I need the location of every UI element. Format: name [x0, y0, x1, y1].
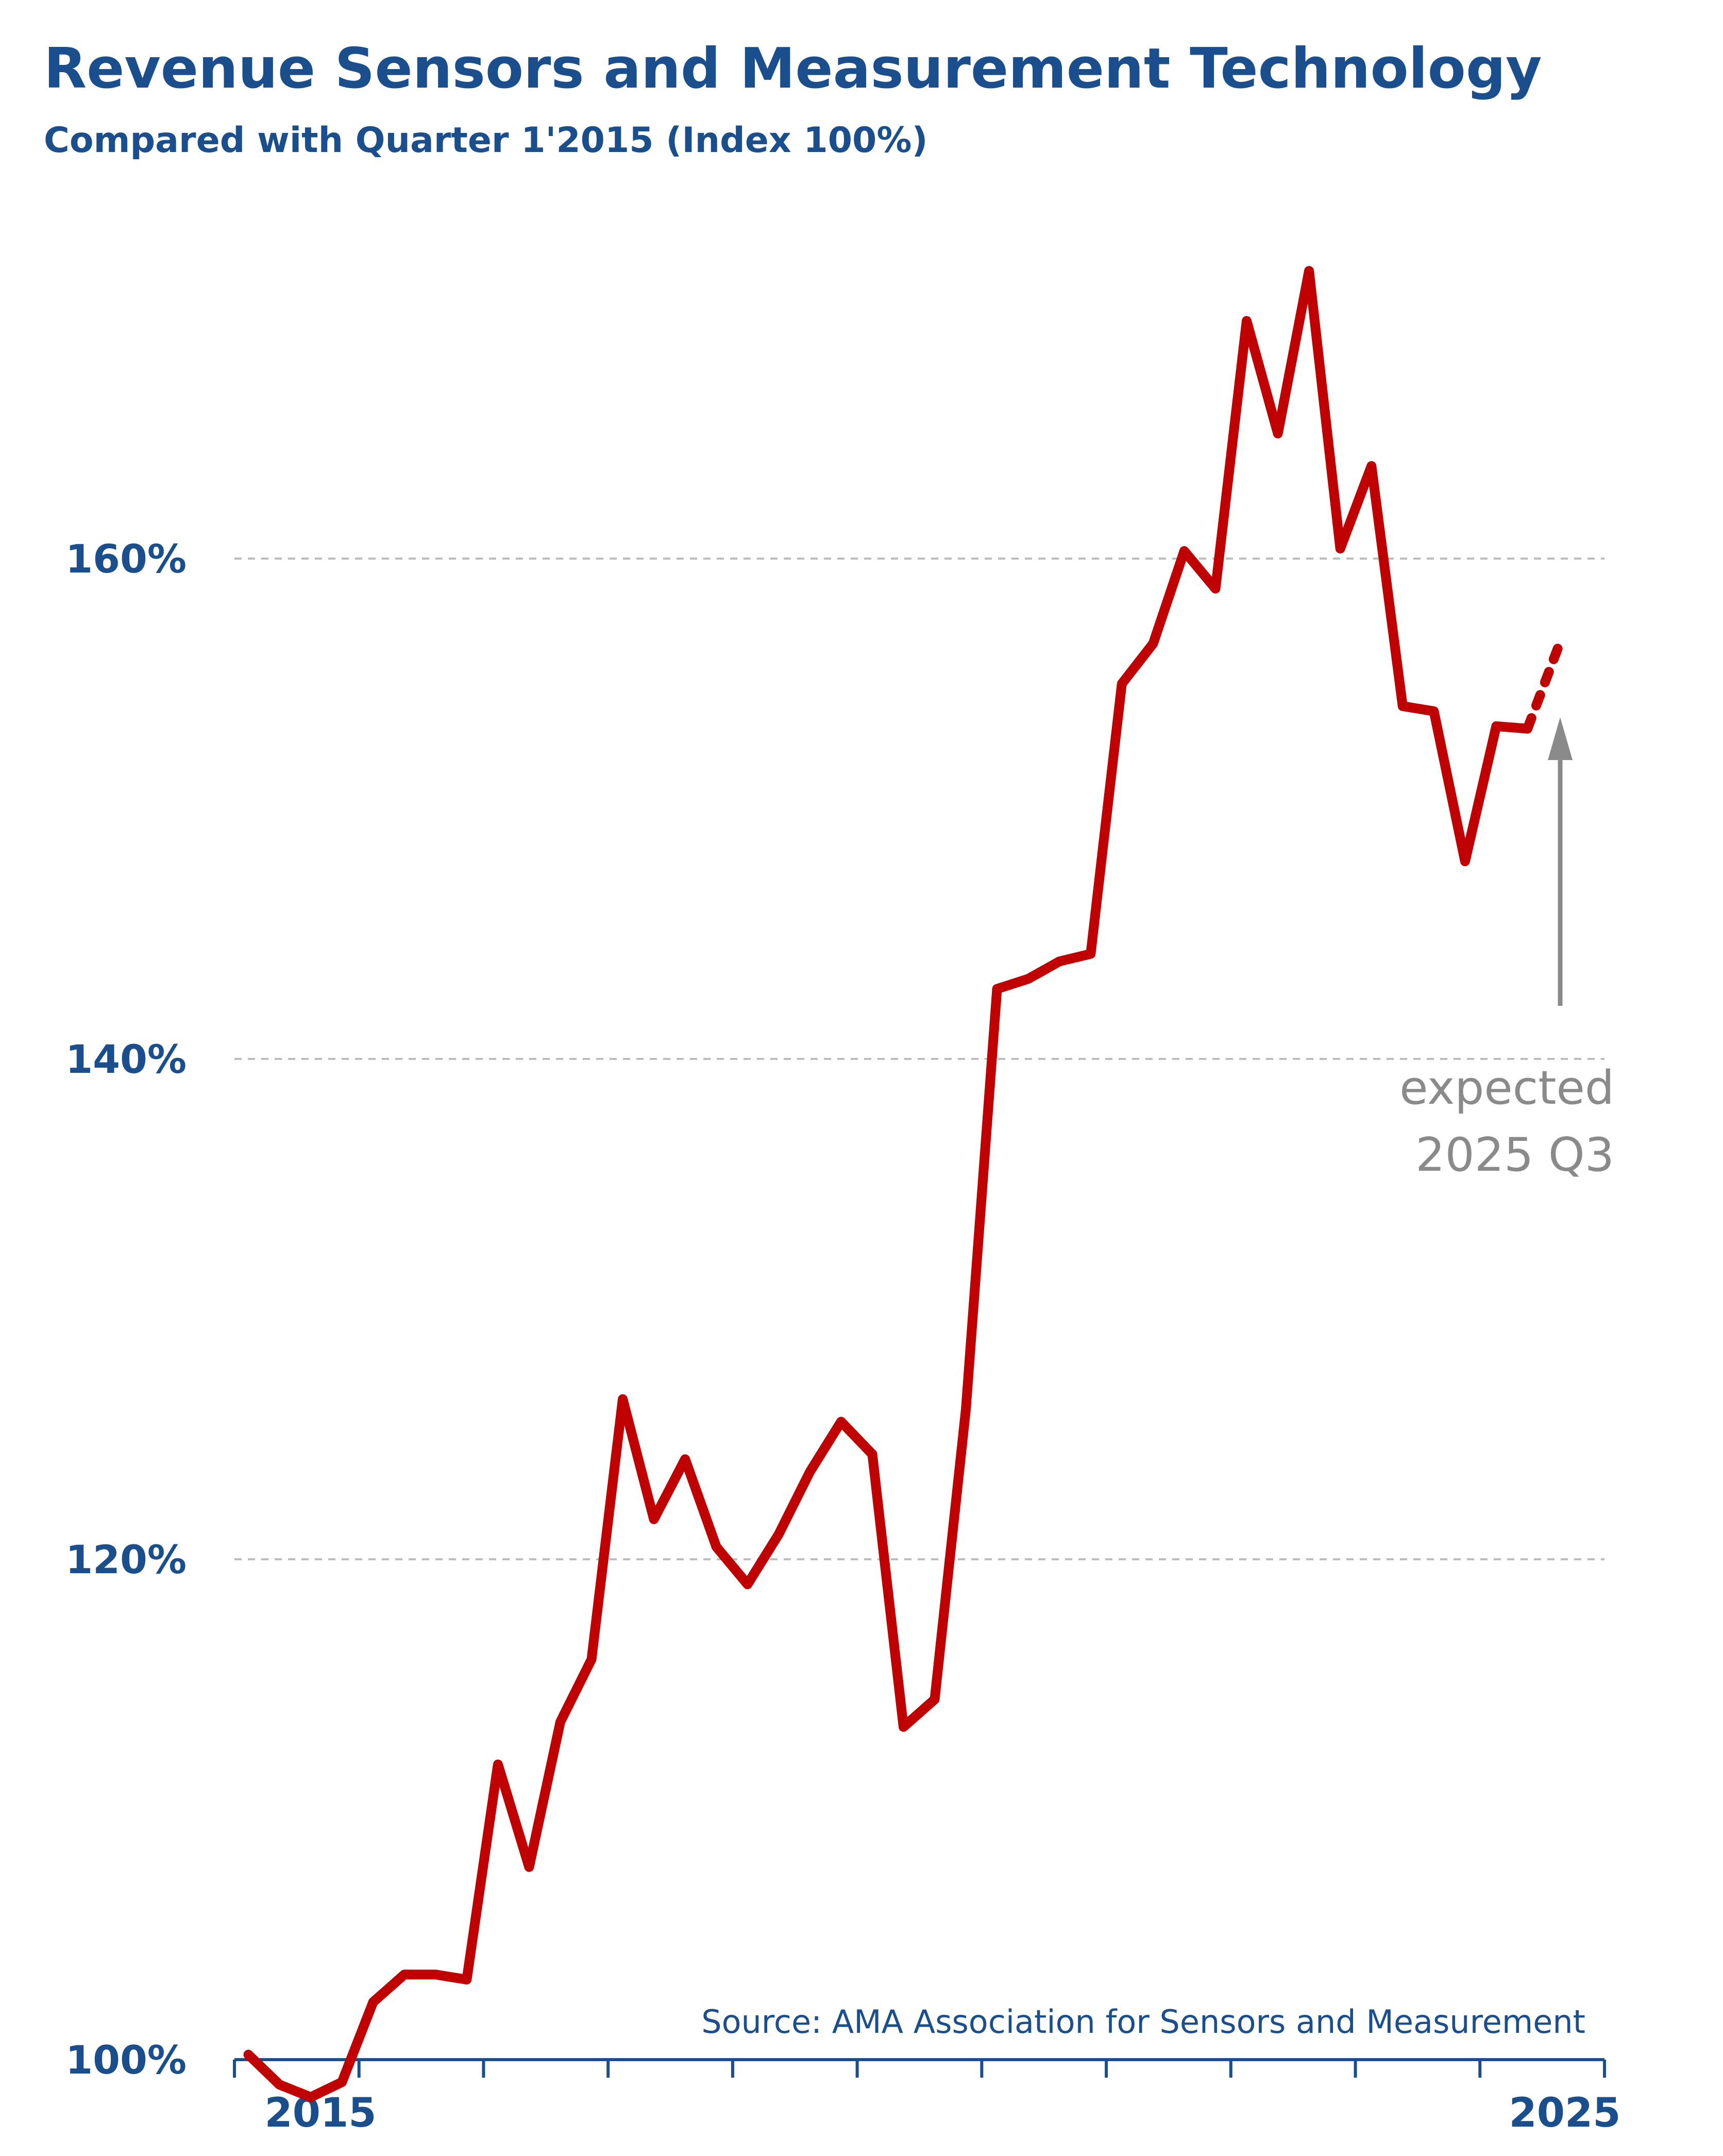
x-axis-tick-marks — [233, 2060, 1606, 2078]
annotation-line1: expected — [1399, 1061, 1614, 1115]
annotation-arrow-head — [1548, 717, 1573, 760]
y-tick-label: 160% — [65, 536, 187, 582]
y-tick-label: 120% — [65, 1537, 187, 1582]
x-axis-tick-labels: 2015 2025 — [264, 2090, 1620, 2136]
chart-subtitle: Compared with Quarter 1'2015 (Index 100%… — [44, 120, 928, 161]
annotation-line2: 2025 Q3 — [1415, 1128, 1614, 1182]
x-tick-label: 2025 — [1509, 2090, 1620, 2136]
y-axis-tick-labels: 100% 120% 140% 160% — [65, 536, 187, 2083]
y-tick-label: 100% — [65, 2037, 187, 2083]
series-line — [243, 266, 1532, 2102]
series-line-expected — [1523, 641, 1564, 734]
gridlines — [234, 558, 1604, 1560]
expected-annotation: expected 2025 Q3 — [1399, 717, 1614, 1182]
chart-title: Revenue Sensors and Measurement Technolo… — [44, 37, 1542, 101]
source-note: Source: AMA Association for Sensors and … — [701, 2003, 1585, 2041]
y-tick-label: 140% — [65, 1036, 187, 1082]
series-layer — [243, 266, 1564, 2102]
